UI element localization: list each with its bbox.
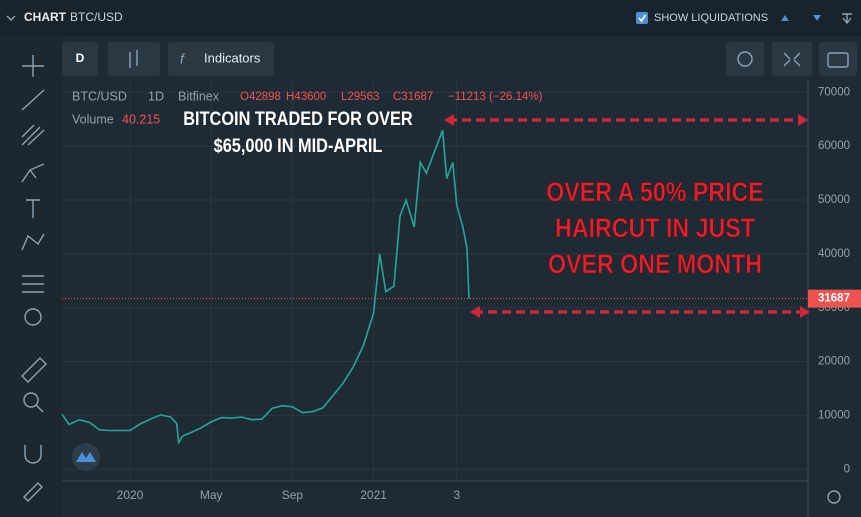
tool-icons[interactable] — [21, 55, 47, 502]
legend-high: H43600 — [286, 91, 326, 103]
axis-settings[interactable] — [827, 490, 841, 504]
legend-symbol: BTC/USD — [72, 89, 127, 103]
screenshot-button[interactable] — [819, 42, 857, 76]
annotation: HAIRCUT IN JUST — [555, 214, 755, 244]
interval-label: D — [76, 51, 85, 65]
candle-icon — [129, 50, 138, 68]
chart-style-button[interactable] — [108, 42, 160, 76]
volume-label: Volume — [72, 112, 114, 126]
indicators-button[interactable] — [168, 42, 274, 76]
y-tick-label: 60000 — [818, 140, 850, 152]
x-tick-label: May — [200, 488, 223, 502]
annotation: BITCOIN TRADED FOR OVER — [183, 108, 413, 129]
fullscreen-button[interactable] — [772, 42, 812, 76]
last-price-tag — [808, 289, 861, 308]
price-line — [61, 129, 470, 445]
annotation: OVER A 50% PRICE — [546, 178, 764, 208]
indicators-label: Indicators — [204, 50, 261, 65]
last-price-label: 31687 — [818, 293, 850, 305]
legend: BTC/USD 1D Bitfinex O42898 H43600 L29563… — [72, 89, 543, 126]
liquidations-label: SHOW LIQUIDATIONS — [654, 12, 768, 24]
move-up[interactable] — [781, 15, 789, 21]
legend-exchange: Bitfinex — [178, 89, 220, 103]
volume-value: 40.215 — [122, 112, 160, 126]
y-tick-label: 10000 — [818, 409, 850, 421]
settings-button[interactable] — [726, 42, 764, 76]
x-tick-label: 2020 — [117, 488, 144, 502]
logo-mark — [76, 452, 96, 462]
download[interactable] — [842, 13, 852, 25]
annotation: OVER ONE MONTH — [548, 250, 762, 280]
annotation: $65,000 IN MID-APRIL — [214, 135, 383, 156]
x-tick-label: 3 — [453, 488, 460, 502]
x-tick-label: 2021 — [360, 488, 387, 502]
y-tick-label: 50000 — [818, 194, 850, 206]
logo[interactable] — [72, 443, 100, 471]
legend-change: −11213 (−26.14%) — [448, 91, 543, 103]
collapse-icon[interactable] — [6, 15, 16, 21]
legend-low: L29563 — [341, 91, 379, 103]
legend-close: C31687 — [393, 91, 433, 103]
legend-open: O42898 — [240, 91, 281, 103]
fx-icon: f — [180, 51, 186, 67]
panel-symbol: BTC/USD — [70, 10, 123, 24]
move-down[interactable] — [813, 15, 821, 21]
gear — [737, 51, 753, 67]
y-tick-label: 0 — [844, 463, 850, 475]
x-tick-label: Sep — [282, 488, 304, 502]
liquidations-checkbox[interactable] — [636, 12, 648, 24]
y-tick-label: 70000 — [818, 86, 850, 98]
y-tick-label: 20000 — [818, 356, 850, 368]
check — [638, 14, 647, 23]
panel-title: CHART — [24, 10, 67, 24]
camera — [827, 52, 849, 68]
legend-interval: 1D — [148, 89, 164, 103]
top-bar — [0, 0, 861, 36]
interval-button[interactable] — [62, 42, 98, 76]
expand — [783, 52, 801, 67]
y-tick-label: 40000 — [818, 248, 850, 260]
